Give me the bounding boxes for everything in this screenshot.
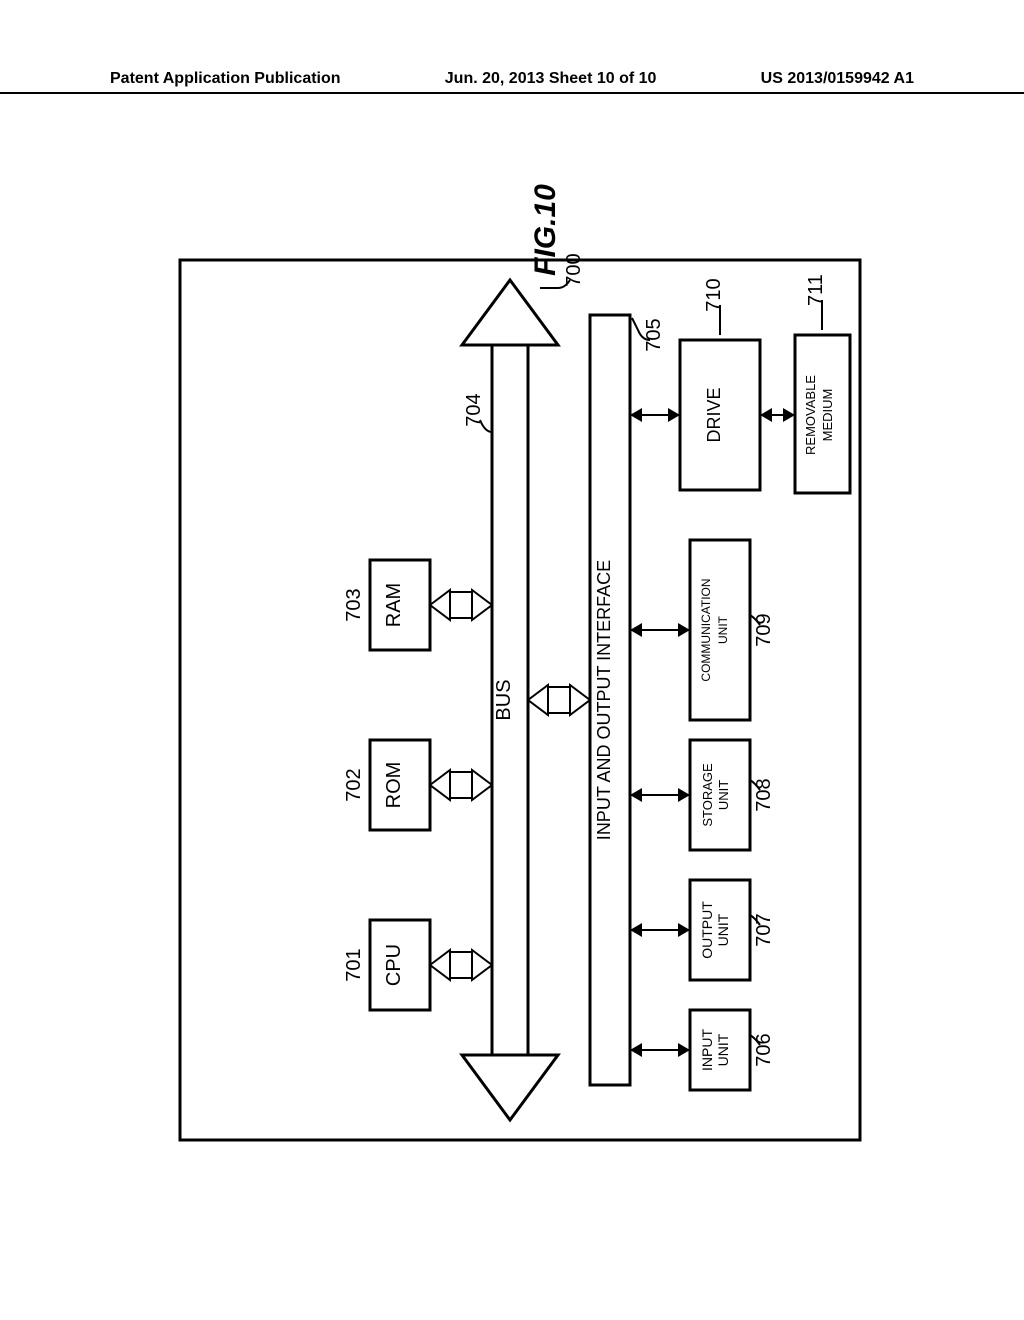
storage-unit-l1: STORAGE bbox=[700, 763, 715, 827]
output-unit-l1: OUTPUT bbox=[699, 901, 715, 959]
ram-ref: 703 bbox=[343, 588, 365, 621]
ram-label: RAM bbox=[383, 583, 405, 627]
medium-l2: MEDIUM bbox=[820, 389, 835, 442]
rom-label: ROM bbox=[383, 762, 405, 809]
comm-unit-l2: UNIT bbox=[716, 615, 730, 644]
figure-svg: FIG.10 700 BUS 704 CPU 701 bbox=[60, 140, 964, 1240]
comm-ref: 709 bbox=[753, 613, 775, 646]
input-unit-l1: INPUT bbox=[699, 1029, 715, 1071]
header-right: US 2013/0159942 A1 bbox=[761, 70, 914, 88]
storage-ref: 708 bbox=[753, 778, 775, 811]
medium-ref: 711 bbox=[805, 274, 827, 306]
storage-unit-l2: UNIT bbox=[716, 780, 731, 810]
io-ref: 705 bbox=[643, 318, 665, 351]
output-ref: 707 bbox=[753, 913, 775, 946]
cpu-label: CPU bbox=[383, 944, 405, 986]
io-label: INPUT AND OUTPUT INTERFACE bbox=[594, 560, 614, 840]
rom-ref: 702 bbox=[343, 768, 365, 801]
input-unit-l2: UNIT bbox=[715, 1033, 731, 1066]
drive-ref: 710 bbox=[703, 278, 725, 311]
page-header: Patent Application Publication Jun. 20, … bbox=[0, 70, 1024, 94]
figure-title: FIG.10 bbox=[529, 184, 562, 276]
comm-unit-l1: COMMUNICATION bbox=[699, 578, 713, 681]
system-ref: 700 bbox=[563, 253, 585, 286]
figure-container: FIG.10 700 BUS 704 CPU 701 bbox=[60, 140, 964, 1240]
output-unit-l2: UNIT bbox=[715, 913, 731, 946]
header-left: Patent Application Publication bbox=[110, 70, 341, 88]
page: Patent Application Publication Jun. 20, … bbox=[0, 0, 1024, 1320]
cpu-ref: 701 bbox=[343, 948, 365, 981]
input-ref: 706 bbox=[753, 1033, 775, 1066]
header-mid: Jun. 20, 2013 Sheet 10 of 10 bbox=[445, 70, 657, 88]
medium-l1: REMOVABLE bbox=[803, 375, 818, 455]
drive-label: DRIVE bbox=[704, 387, 724, 442]
bus-label: BUS bbox=[493, 679, 515, 720]
